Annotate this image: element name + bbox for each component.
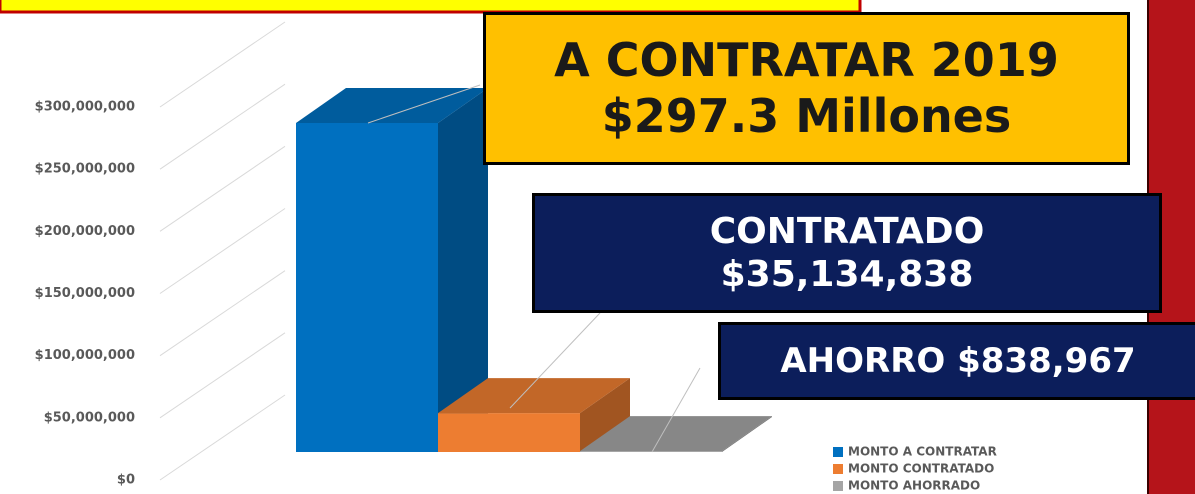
- grid-line: [159, 83, 286, 170]
- grid-line: [159, 145, 286, 232]
- bar: [580, 451, 722, 452]
- value-callout: CONTRATADO $35,134,838: [532, 193, 1162, 313]
- y-tick-label: $300,000,000: [35, 100, 135, 115]
- leader-line: [509, 312, 601, 409]
- bar: [296, 122, 438, 452]
- grid-line: [159, 270, 286, 357]
- bar-top: [438, 378, 630, 414]
- legend-label: MONTO CONTRATADO: [848, 462, 994, 476]
- value-callout: A CONTRATAR 2019 $297.3 Millones: [483, 12, 1130, 165]
- y-tick-label: $200,000,000: [35, 224, 135, 239]
- grid-line: [159, 21, 286, 108]
- bar-top: [296, 87, 488, 123]
- leader-line: [651, 367, 701, 453]
- bar-top: [580, 416, 772, 452]
- value-callout: AHORRO $838,967: [718, 322, 1195, 400]
- y-tick-label: $100,000,000: [35, 348, 135, 363]
- y-tick-label: $0: [117, 473, 135, 488]
- legend-swatch: [833, 464, 843, 474]
- title-box: [0, 0, 862, 14]
- bar-side: [722, 416, 772, 452]
- legend-swatch: [833, 447, 843, 457]
- grid-line: [159, 208, 286, 294]
- legend-label: MONTO A CONTRATAR: [848, 445, 997, 459]
- legend-label: MONTO AHORRADO: [848, 479, 980, 493]
- y-tick-label: $50,000,000: [44, 410, 135, 425]
- y-tick-label: $250,000,000: [35, 162, 135, 177]
- leader-line: [367, 84, 481, 124]
- grid-line: [159, 332, 286, 419]
- legend-swatch: [833, 481, 843, 491]
- grid-line: [159, 394, 286, 481]
- y-tick-label: $150,000,000: [35, 286, 135, 301]
- bar-side: [580, 378, 630, 452]
- bar-side: [438, 87, 488, 452]
- bar: [438, 413, 580, 452]
